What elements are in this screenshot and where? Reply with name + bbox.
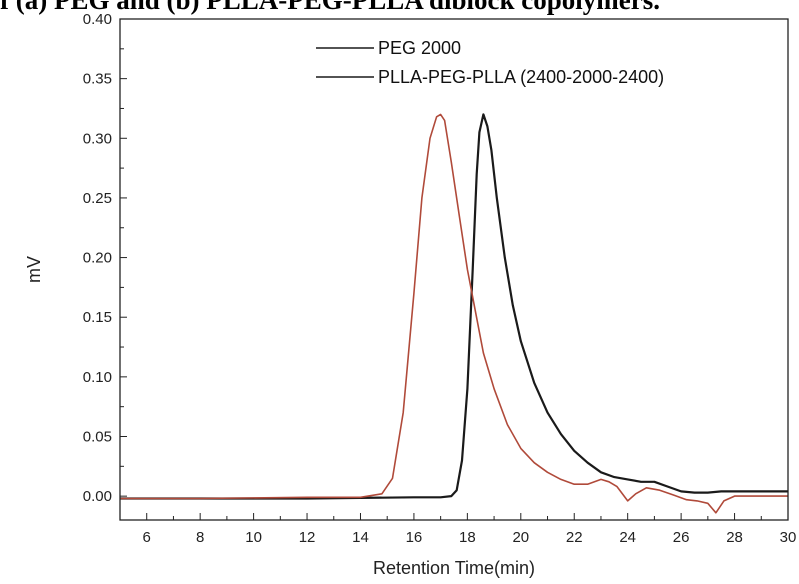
series-lines	[120, 113, 788, 514]
x-tick-label: 22	[566, 529, 583, 546]
x-tick-label: 10	[245, 529, 262, 546]
x-tick-label: 14	[352, 529, 369, 546]
y-tick-label: 0.25	[83, 190, 112, 207]
plot-area-frame	[119, 18, 789, 521]
x-tick-label: 16	[406, 529, 423, 546]
series-line-plla-peg-plla	[120, 113, 788, 514]
legend-entry-label: PEG 2000	[378, 38, 461, 58]
x-tick-label: 24	[619, 529, 636, 546]
x-axis-label: Retention Time(min)	[373, 558, 535, 578]
x-tick-label: 20	[512, 529, 529, 546]
axis-ticks: 6 8 10 12 14 16 18 20 22 24 26 28 30 0.00 0.05 0.10 0.15…	[83, 11, 797, 546]
y-tick-label: 0.00	[83, 488, 112, 505]
y-tick-label: 0.20	[83, 250, 112, 267]
y-tick-label: 0.15	[83, 309, 112, 326]
x-tick-label: 12	[299, 529, 316, 546]
y-tick-label: 0.35	[83, 71, 112, 88]
x-tick-label: 28	[726, 529, 743, 546]
series-line-peg-2000	[120, 113, 788, 500]
legend-entry-label: PLLA-PEG-PLLA (2400-2000-2400)	[378, 67, 664, 87]
figure-caption: f (a) PEG and (b) PLLA-PEG-PLLA diblock …	[0, 0, 661, 15]
y-tick-label: 0.40	[83, 11, 112, 28]
x-tick-label: 18	[459, 529, 476, 546]
x-tick-label: 26	[673, 529, 690, 546]
y-tick-label: 0.05	[83, 429, 112, 446]
y-tick-label: 0.10	[83, 369, 112, 386]
y-axis-label: mV	[24, 256, 44, 283]
legend: PEG 2000 PLLA-PEG-PLLA (2400-2000-2400)	[316, 38, 664, 87]
x-tick-label: 8	[196, 529, 204, 546]
x-tick-label: 6	[143, 529, 151, 546]
y-tick-label: 0.30	[83, 130, 112, 147]
x-tick-label: 30	[780, 529, 797, 546]
